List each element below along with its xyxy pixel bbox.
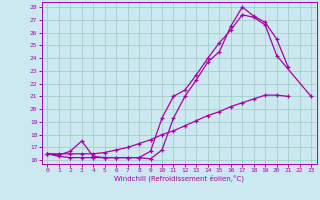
X-axis label: Windchill (Refroidissement éolien,°C): Windchill (Refroidissement éolien,°C) (114, 175, 244, 182)
